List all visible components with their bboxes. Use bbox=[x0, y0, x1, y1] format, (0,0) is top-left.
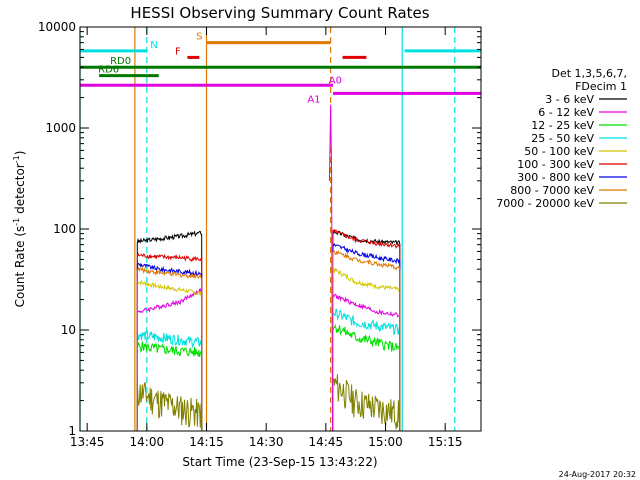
legend-label-5: 100 - 300 keV bbox=[517, 158, 594, 171]
y-tick-label-0: 1 bbox=[68, 424, 76, 438]
vertical-markers bbox=[79, 27, 456, 431]
y-axis-label-sup1: -1 bbox=[12, 218, 21, 226]
series-line-3-seg1 bbox=[136, 329, 203, 431]
flag-label-a0: A0 bbox=[329, 75, 342, 86]
x-tick-label-6: 15:15 bbox=[428, 435, 463, 449]
flag-label-rd0: RD0 bbox=[110, 56, 131, 67]
series-line-2-seg2 bbox=[332, 323, 401, 431]
y-axis-label-part1: Count Rate (s bbox=[13, 226, 27, 308]
legend-label-4: 50 - 100 keV bbox=[524, 145, 594, 158]
x-tick-label-5: 15:00 bbox=[368, 435, 403, 449]
series-line-0-seg2 bbox=[332, 229, 401, 431]
footer-timestamp: 24-Aug-2017 20:32 bbox=[559, 470, 636, 479]
y-axis-label-part3: ) bbox=[13, 151, 27, 156]
series-line-7-seg2 bbox=[332, 249, 401, 431]
legend-label-8: 7000 - 20000 keV bbox=[496, 197, 594, 210]
series-line-6-seg2 bbox=[332, 243, 401, 431]
legend-header-1: Det 1,3,5,6,7, bbox=[551, 67, 627, 80]
series-line-6-seg1 bbox=[136, 262, 203, 431]
series-line-0-seg1 bbox=[136, 230, 203, 431]
y-tick-label-1: 10 bbox=[61, 323, 76, 337]
series-line-8-seg2 bbox=[332, 374, 401, 431]
flag-label-n: N bbox=[150, 40, 157, 51]
chart-title: HESSI Observing Summary Count Rates bbox=[130, 4, 429, 22]
legend-label-3: 25 - 50 keV bbox=[531, 132, 594, 145]
y-axis-label-part2: detector bbox=[13, 163, 27, 218]
series-line-1-seg1 bbox=[136, 287, 203, 431]
flag-label-f: F bbox=[175, 46, 181, 57]
y-axis-label: Count Rate (s-1 detector-1) bbox=[12, 151, 27, 308]
legend-label-7: 800 - 7000 keV bbox=[510, 184, 594, 197]
flag-label-a1: A1 bbox=[307, 94, 320, 105]
series-line-4-seg1 bbox=[136, 279, 203, 431]
legend-header-2: FDecim 1 bbox=[575, 80, 627, 93]
flag-label-s: S bbox=[196, 32, 202, 43]
plot-frame bbox=[79, 26, 482, 432]
legend-label-0: 3 - 6 keV bbox=[545, 93, 594, 106]
spike-line bbox=[328, 104, 334, 432]
series-line-1-seg2 bbox=[332, 293, 401, 431]
y-tick-label-2: 100 bbox=[53, 222, 76, 236]
series-line-7-seg1 bbox=[136, 265, 203, 431]
flag-label-rd6: RD6 bbox=[98, 65, 119, 76]
legend-label-2: 12 - 25 keV bbox=[531, 119, 594, 132]
x-tick-label-2: 14:15 bbox=[189, 435, 224, 449]
x-tick-label-1: 14:00 bbox=[130, 435, 165, 449]
x-tick-label-4: 14:45 bbox=[309, 435, 344, 449]
x-tick-label-3: 14:30 bbox=[249, 435, 284, 449]
axes: 13:45 14:00 14:15 14:30 14:45 15:00 15:15 1 10 10… bbox=[38, 20, 481, 449]
series-line-4-seg2 bbox=[332, 267, 401, 431]
series-line-2-seg1 bbox=[136, 341, 203, 431]
y-tick-label-3: 1000 bbox=[45, 121, 76, 135]
x-tick-label-0: 13:45 bbox=[70, 435, 105, 449]
x-axis-label: Start Time (23-Sep-15 13:43:22) bbox=[182, 455, 377, 469]
y-axis-label-sup2: -1 bbox=[12, 155, 21, 163]
y-tick-label-4: 10000 bbox=[38, 20, 76, 34]
series-line-5-seg1 bbox=[136, 251, 203, 431]
series-line-3-seg2 bbox=[332, 308, 401, 431]
series-line-8-seg1 bbox=[136, 379, 203, 431]
series-lines bbox=[136, 104, 401, 432]
series-line-5-seg2 bbox=[332, 228, 401, 431]
legend-label-1: 6 - 12 keV bbox=[538, 106, 594, 119]
legend-label-6: 300 - 800 keV bbox=[517, 171, 594, 184]
